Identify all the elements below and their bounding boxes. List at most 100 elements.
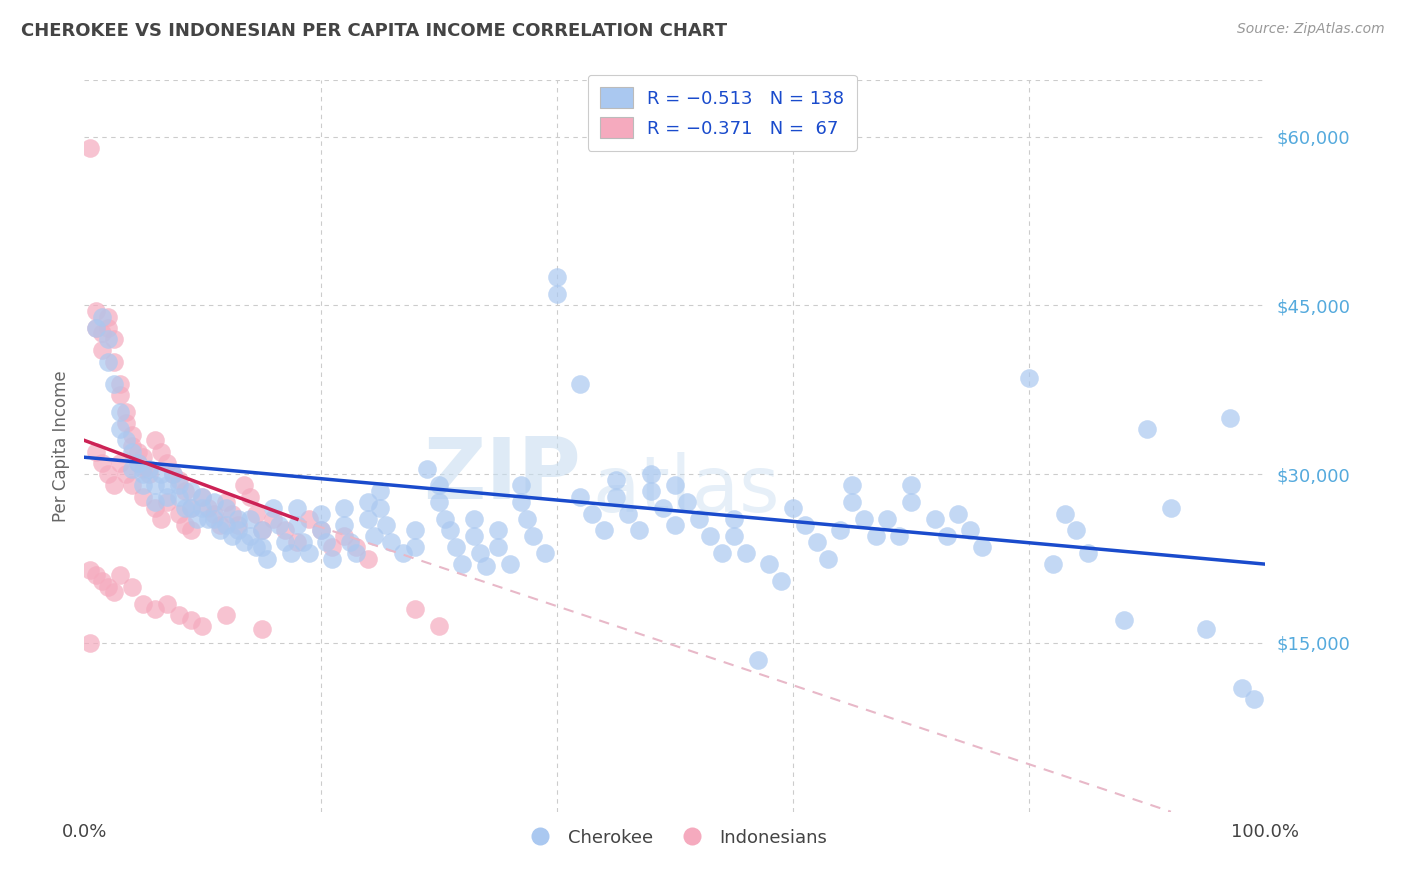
Point [121,461,143,475]
Point [114,467,136,482]
Point [180,500,202,515]
Point [569,377,592,392]
Point [97,467,120,482]
Point [162,467,184,482]
Point [876,512,898,526]
Point [935,529,957,543]
Point [97,580,120,594]
Point [285,534,308,549]
Point [569,490,592,504]
Point [180,483,202,498]
Point [132,450,155,465]
Point [209,524,232,538]
Y-axis label: Per Capita Income: Per Capita Income [52,370,70,522]
Point [363,529,385,543]
Point [1160,500,1182,515]
Point [1053,507,1076,521]
Point [368,483,391,498]
Point [333,529,356,543]
Point [605,473,627,487]
Point [640,483,662,498]
Point [91,456,114,470]
Point [357,512,380,526]
Point [245,507,267,521]
Point [250,524,273,538]
Point [321,541,343,555]
Point [675,495,697,509]
Point [1219,410,1241,425]
Point [162,467,184,482]
Point [143,434,166,448]
Point [516,512,538,526]
Point [498,557,520,571]
Point [91,343,114,358]
Point [127,444,149,458]
Point [723,529,745,543]
Point [215,500,238,515]
Point [103,585,125,599]
Point [180,614,202,628]
Point [475,559,498,574]
Point [747,653,769,667]
Point [180,524,202,538]
Point [628,524,651,538]
Point [688,512,710,526]
Text: Source: ZipAtlas.com: Source: ZipAtlas.com [1237,22,1385,37]
Point [758,557,780,571]
Point [900,478,922,492]
Point [1042,557,1064,571]
Point [173,483,195,498]
Point [79,563,101,577]
Point [344,546,367,560]
Point [510,495,533,509]
Point [191,619,214,633]
Point [91,574,114,588]
Point [664,478,686,492]
Point [357,551,380,566]
Point [427,495,450,509]
Point [616,507,638,521]
Point [202,507,225,521]
Point [239,529,262,543]
Point [463,529,485,543]
Point [215,495,238,509]
Point [374,517,396,532]
Point [221,529,243,543]
Text: CHEROKEE VS INDONESIAN PER CAPITA INCOME CORRELATION CHART: CHEROKEE VS INDONESIAN PER CAPITA INCOME… [21,22,727,40]
Point [546,270,568,285]
Point [197,512,219,526]
Point [593,524,616,538]
Point [79,141,101,155]
Point [186,512,208,526]
Point [321,551,343,566]
Point [344,541,367,555]
Point [173,500,195,515]
Point [191,500,214,515]
Point [439,524,461,538]
Point [486,541,509,555]
Point [315,534,337,549]
Point [339,534,361,549]
Point [734,546,756,560]
Point [841,478,863,492]
Point [114,434,136,448]
Point [298,546,321,560]
Point [959,524,981,538]
Point [221,507,243,521]
Point [250,541,273,555]
Point [782,500,804,515]
Point [108,456,131,470]
Point [91,310,114,324]
Point [1066,524,1088,538]
Point [103,354,125,368]
Point [121,444,143,458]
Point [404,541,426,555]
Point [97,321,120,335]
Point [770,574,793,588]
Point [534,546,557,560]
Point [793,517,815,532]
Point [269,517,291,532]
Point [468,546,491,560]
Point [433,512,456,526]
Point [250,623,273,637]
